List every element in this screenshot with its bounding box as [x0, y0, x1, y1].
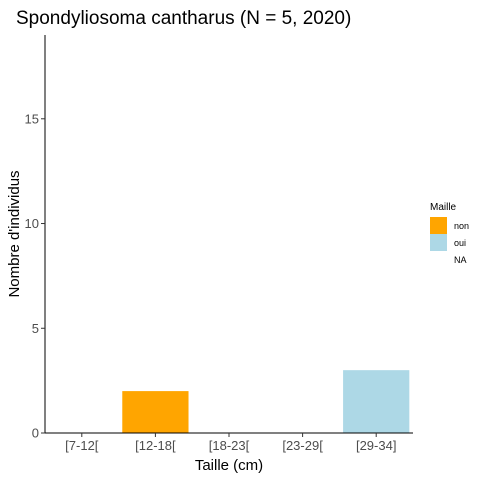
bar-non-1 [122, 391, 189, 433]
y-tick-label: 15 [25, 111, 39, 126]
plot-area [122, 370, 410, 433]
chart-title: Spondyliosoma cantharus (N = 5, 2020) [16, 8, 351, 29]
x-tick-label: [23-29[ [282, 438, 323, 453]
legend-label-oui: oui [454, 238, 466, 248]
legend-key-oui [430, 234, 447, 251]
legend-label-non: non [454, 221, 469, 231]
x-tick-label: [12-18[ [135, 438, 176, 453]
x-tick-label: [18-23[ [209, 438, 250, 453]
y-tick-label: 0 [32, 426, 39, 441]
y-tick-label: 5 [32, 321, 39, 336]
bar-oui-4 [343, 370, 410, 433]
legend-key-NA [430, 251, 447, 268]
x-ticks: [7-12[ [12-18[ [18-23[ [23-29[ [29-34] [65, 433, 396, 453]
legend-key-non [430, 217, 447, 234]
x-axis-label: Taille (cm) [195, 457, 263, 474]
y-tick-label: 10 [25, 216, 39, 231]
legend: Maille non oui NA [430, 202, 469, 268]
legend-title: Maille [430, 202, 457, 213]
legend-label-NA: NA [454, 255, 467, 265]
y-ticks: 0 5 10 15 [25, 111, 45, 441]
x-tick-label: [29-34] [356, 438, 396, 453]
x-tick-label: [7-12[ [65, 438, 99, 453]
y-axis-label: Nombre d'individus [6, 170, 23, 297]
